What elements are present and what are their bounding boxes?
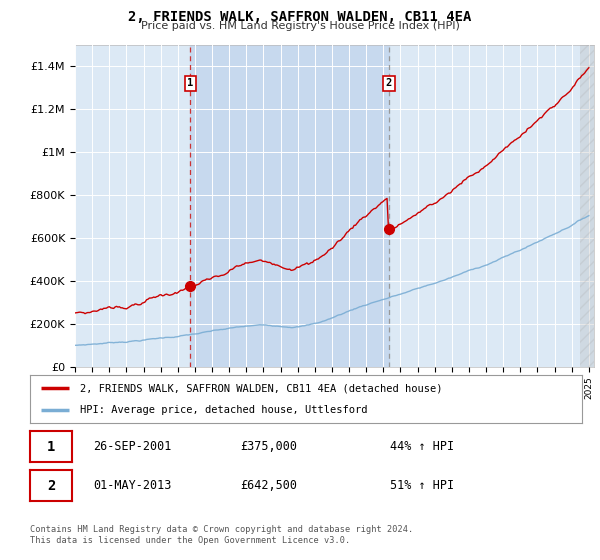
Text: £375,000: £375,000: [240, 440, 297, 453]
Text: £642,500: £642,500: [240, 479, 297, 492]
Text: 26-SEP-2001: 26-SEP-2001: [93, 440, 172, 453]
Text: HPI: Average price, detached house, Uttlesford: HPI: Average price, detached house, Uttl…: [80, 405, 367, 415]
Text: Price paid vs. HM Land Registry's House Price Index (HPI): Price paid vs. HM Land Registry's House …: [140, 21, 460, 31]
Text: 2, FRIENDS WALK, SAFFRON WALDEN, CB11 4EA: 2, FRIENDS WALK, SAFFRON WALDEN, CB11 4E…: [128, 10, 472, 24]
Text: 2: 2: [386, 78, 392, 88]
Text: 2, FRIENDS WALK, SAFFRON WALDEN, CB11 4EA (detached house): 2, FRIENDS WALK, SAFFRON WALDEN, CB11 4E…: [80, 383, 442, 393]
Text: 01-MAY-2013: 01-MAY-2013: [93, 479, 172, 492]
Bar: [580, 45, 594, 367]
Bar: [190, 45, 389, 367]
Text: 51% ↑ HPI: 51% ↑ HPI: [390, 479, 454, 492]
Text: 1: 1: [187, 78, 194, 88]
Text: 44% ↑ HPI: 44% ↑ HPI: [390, 440, 454, 453]
Text: 2: 2: [47, 479, 55, 493]
Text: Contains HM Land Registry data © Crown copyright and database right 2024.
This d: Contains HM Land Registry data © Crown c…: [30, 525, 413, 545]
Text: 1: 1: [47, 440, 55, 454]
